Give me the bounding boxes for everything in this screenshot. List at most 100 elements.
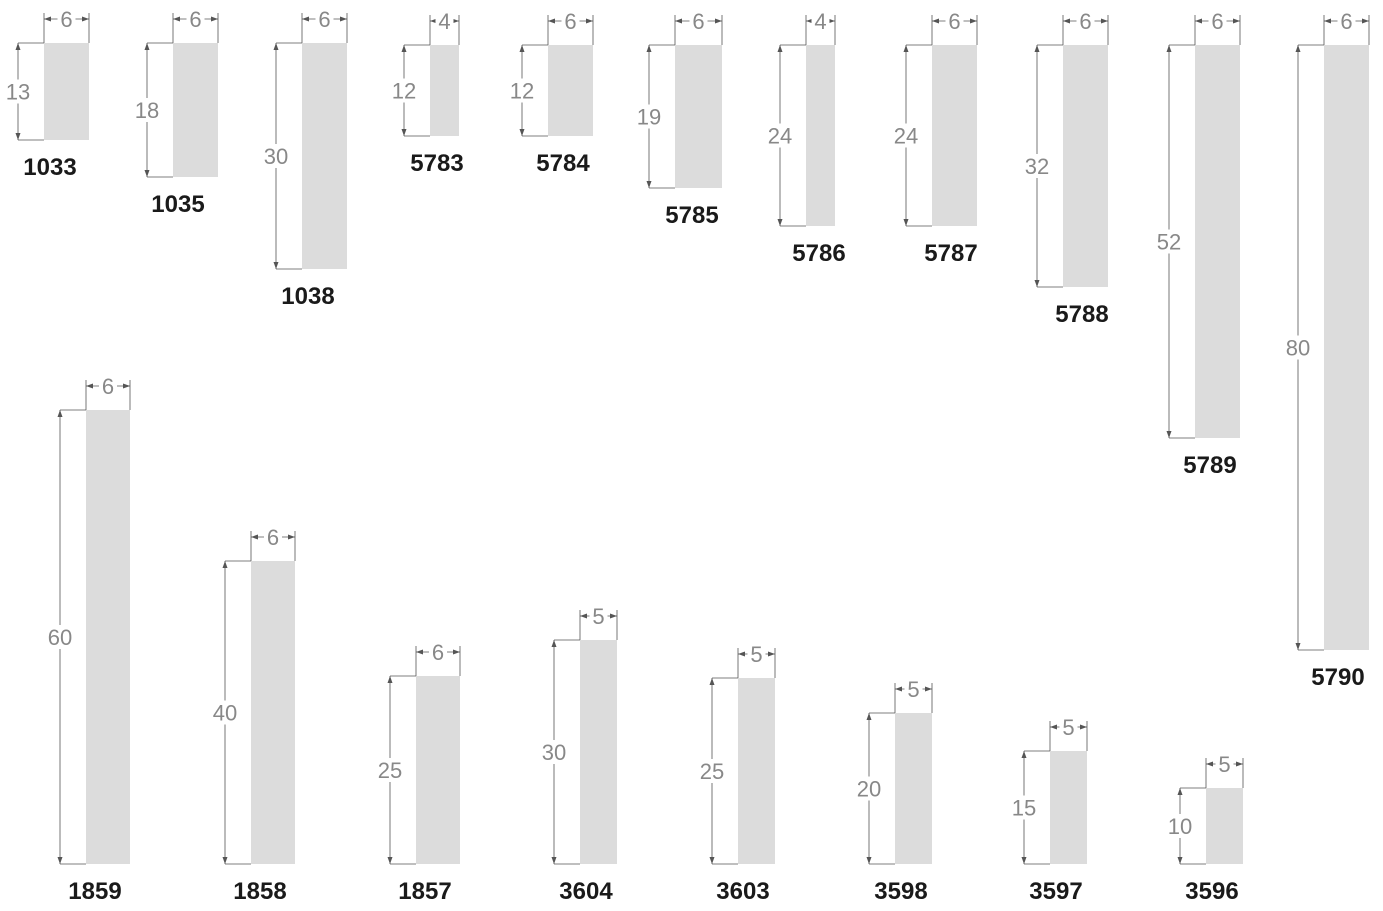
arrow-right-icon [1080,724,1087,730]
arrow-down-icon [1166,431,1172,438]
width-value: 6 [564,9,576,34]
arrow-down-icon [519,129,525,136]
height-dimension: 15 [1008,750,1050,865]
profile-bar [738,678,775,864]
arrow-right-icon [715,18,722,24]
arrow-right-icon [452,18,459,24]
width-dimension: 4 [805,9,836,45]
profile-code: 5784 [536,150,590,177]
profile-5783: 12 4 5783 [388,9,464,177]
profile-1035: 18 6 1035 [131,7,219,218]
arrow-up-icon [387,676,393,683]
height-dimension: 52 [1153,44,1195,439]
height-dimension: 24 [764,44,806,227]
height-dimension: 20 [853,712,895,865]
arrow-right-icon [925,686,932,692]
arrow-left-icon [251,534,258,540]
profile-code: 1858 [233,878,286,905]
width-dimension: 6 [1062,9,1109,45]
height-value: 52 [1157,230,1181,255]
width-value: 6 [60,7,72,32]
arrow-left-icon [1324,18,1331,24]
profile-code: 5785 [665,202,718,229]
arrow-left-icon [580,613,587,619]
arrow-down-icon [1034,280,1040,287]
arrow-right-icon [1236,761,1243,767]
arrow-up-icon [1177,788,1183,795]
height-dimension: 25 [696,677,738,865]
height-dimension: 60 [44,409,86,865]
profile-bar [806,45,835,226]
width-dimension: 5 [1205,752,1244,788]
height-dimension: 40 [209,560,251,865]
profile-bar [1324,45,1369,650]
arrow-up-icon [777,45,783,52]
arrow-up-icon [222,561,228,568]
height-dimension: 12 [506,44,548,137]
arrow-left-icon [1195,18,1202,24]
arrow-right-icon [586,18,593,24]
profile-bar [548,45,593,136]
height-value: 10 [1168,814,1192,839]
arrow-down-icon [1177,857,1183,864]
width-value: 4 [438,9,450,34]
arrow-right-icon [288,534,295,540]
arrow-left-icon [1050,724,1057,730]
arrow-up-icon [1166,45,1172,52]
profile-5789: 52 6 5789 [1153,9,1241,479]
height-value: 24 [894,124,918,149]
arrow-right-icon [768,651,775,657]
width-dimension: 6 [172,7,219,43]
profile-3596: 10 5 3596 [1164,752,1244,905]
profile-code: 5790 [1311,664,1364,691]
arrow-down-icon [273,262,279,269]
arrow-right-icon [1101,18,1108,24]
width-value: 6 [1211,9,1223,34]
profile-code: 1038 [281,283,334,310]
arrow-down-icon [551,857,557,864]
width-value: 6 [189,7,201,32]
height-value: 12 [510,79,534,104]
profile-bar [1206,788,1243,864]
profile-1857: 25 6 1857 [374,640,461,905]
profile-bar [416,676,460,864]
arrow-left-icon [416,649,423,655]
height-value: 30 [264,144,288,169]
profile-5785: 19 6 5785 [633,9,723,229]
arrow-left-icon [806,18,813,24]
width-dimension: 6 [674,9,723,45]
profile-bar [1050,751,1087,864]
height-dimension: 32 [1021,44,1063,288]
arrow-left-icon [173,16,180,22]
width-value: 5 [1218,752,1230,777]
profile-3603: 25 5 3603 [696,642,776,905]
height-value: 32 [1025,154,1049,179]
arrow-down-icon [709,857,715,864]
arrow-up-icon [551,640,557,647]
height-value: 15 [1012,796,1036,821]
arrow-left-icon [86,383,93,389]
height-dimension: 10 [1164,787,1206,865]
arrow-down-icon [222,857,228,864]
height-dimension: 12 [388,44,430,137]
arrow-up-icon [401,45,407,52]
arrow-down-icon [57,857,63,864]
profile-code: 3598 [874,878,927,905]
arrow-right-icon [970,18,977,24]
arrow-up-icon [1034,45,1040,52]
width-value: 5 [750,642,762,667]
arrow-down-icon [1295,643,1301,650]
width-value: 6 [948,9,960,34]
width-value: 5 [907,677,919,702]
height-dimension: 18 [131,42,173,178]
width-dimension: 6 [931,9,978,45]
arrow-left-icon [675,18,682,24]
width-dimension: 4 [429,9,460,45]
profile-bar [86,410,130,864]
arrow-up-icon [903,45,909,52]
profile-1858: 40 6 1858 [209,525,296,905]
width-value: 6 [267,525,279,550]
width-value: 6 [1340,9,1352,34]
width-dimension: 6 [301,7,348,43]
profile-5787: 24 6 5787 [890,9,978,267]
